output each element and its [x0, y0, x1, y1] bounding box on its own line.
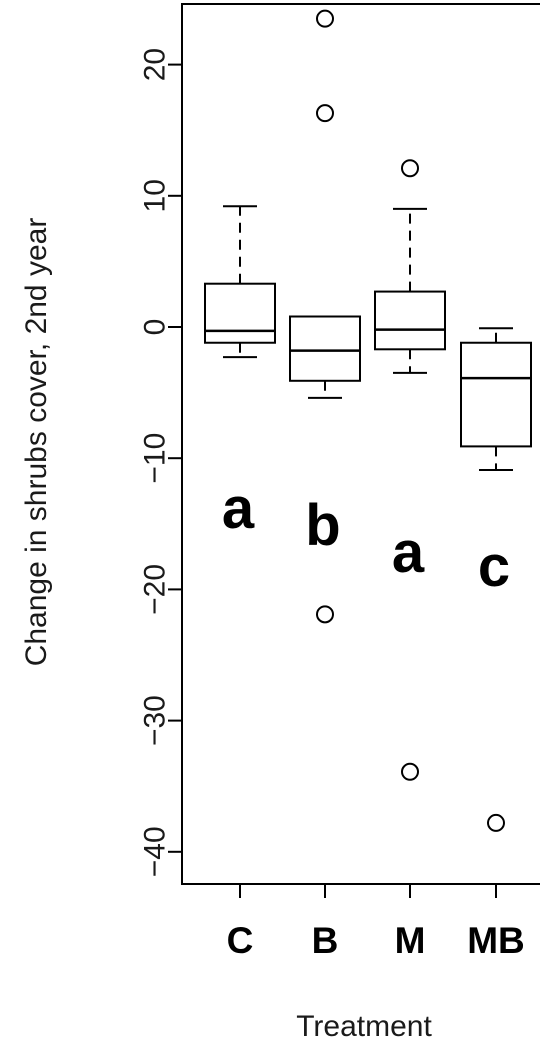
outlier-point [487, 813, 505, 832]
group-letter-b: b [305, 493, 340, 558]
box-m [374, 159, 446, 781]
y-axis-title: Change in shrubs cover, 2nd year [20, 218, 53, 667]
x-tick-label-b: B [312, 920, 339, 961]
plot-frame [181, 3, 540, 885]
box-b [289, 9, 361, 624]
box-rect [204, 282, 276, 344]
outlier-point [401, 159, 419, 178]
box-rect [289, 315, 361, 382]
y-tick-label: −30 [139, 695, 172, 746]
y-tick-label: 10 [139, 179, 172, 212]
y-tick-label: −10 [139, 433, 172, 484]
box-plot-marks [204, 9, 532, 832]
x-tick-label-mb: MB [467, 920, 525, 961]
outlier-point [401, 762, 419, 781]
y-tick-label: 0 [139, 319, 172, 336]
axes [168, 3, 540, 898]
x-tick-label-m: M [395, 920, 426, 961]
group-letter-m: a [392, 520, 425, 585]
outlier-point [316, 104, 334, 123]
x-axis-title: Treatment [296, 1010, 432, 1043]
box-rect [374, 290, 446, 351]
y-tick-label: −40 [139, 826, 172, 877]
group-letter-mb: c [478, 534, 510, 599]
box-mb [460, 327, 532, 832]
y-tick-label: 20 [139, 48, 172, 81]
outlier-point [316, 605, 334, 624]
y-tick-label: −20 [139, 564, 172, 615]
box-rect [460, 341, 532, 448]
group-letter-c: a [222, 476, 255, 541]
outlier-point [316, 9, 334, 28]
box-c [204, 205, 276, 359]
x-tick-label-c: C [227, 920, 254, 961]
